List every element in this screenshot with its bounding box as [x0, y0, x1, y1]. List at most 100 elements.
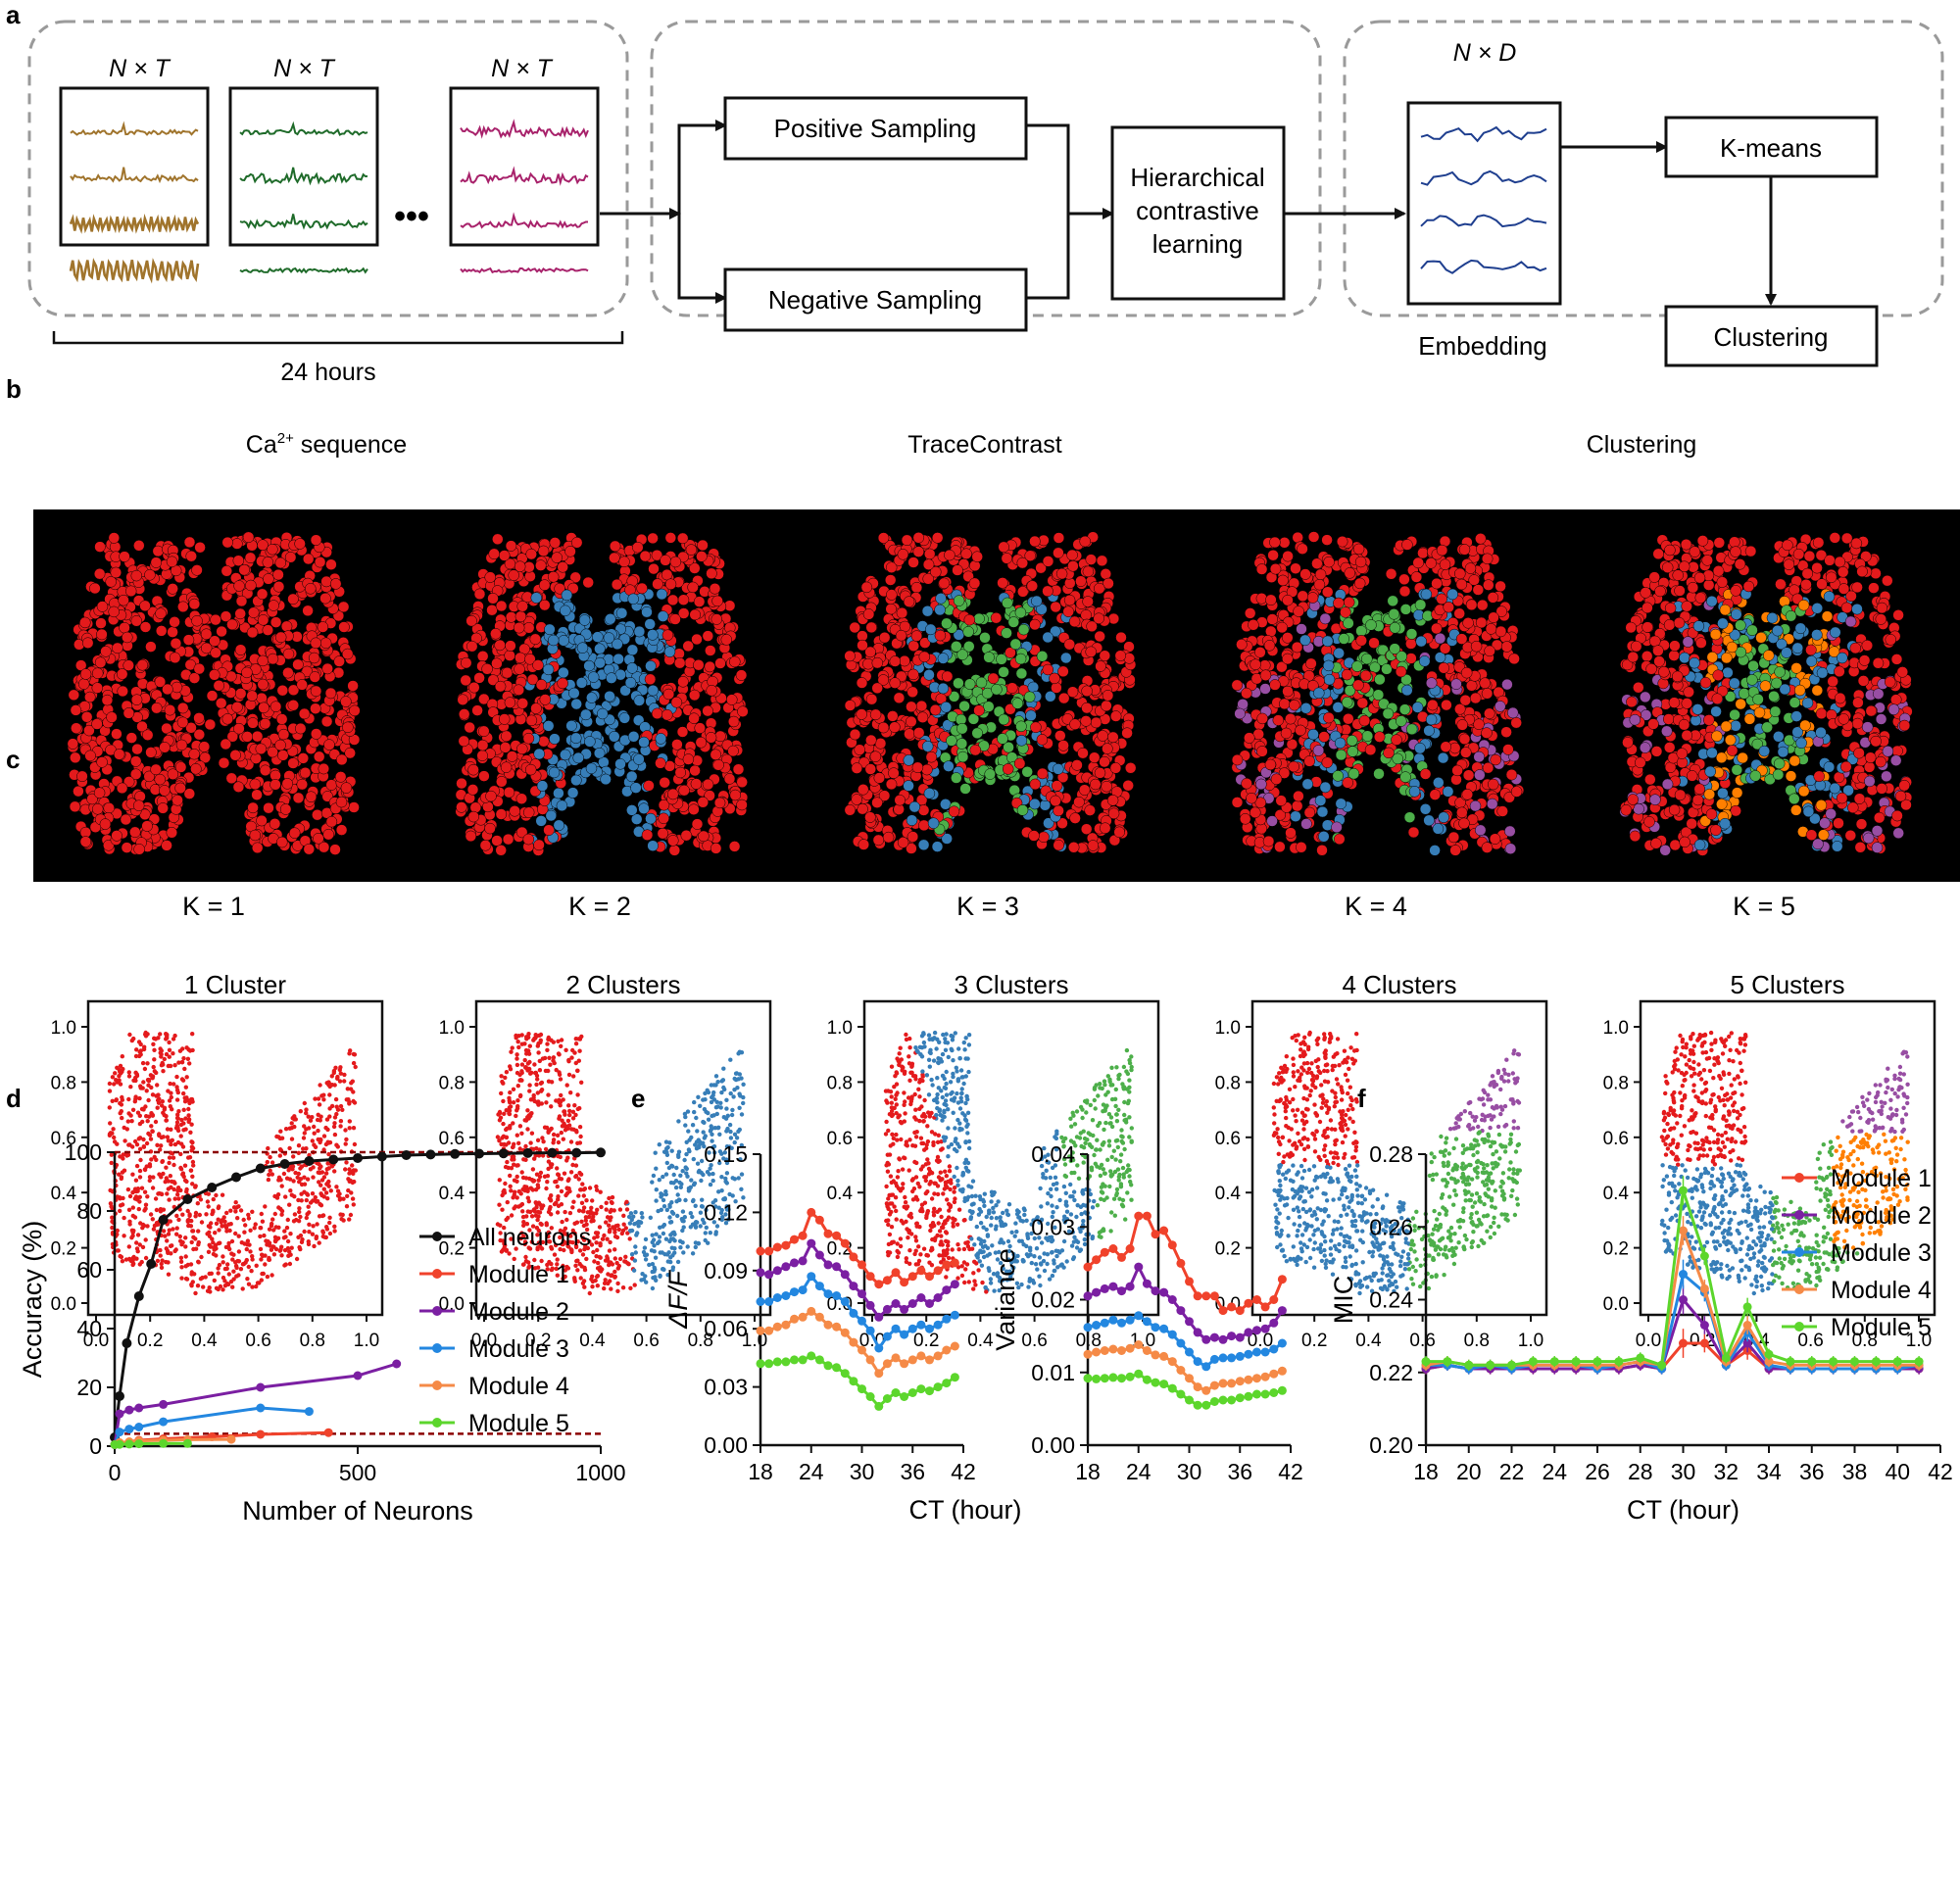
brain-neuron-dot [152, 545, 165, 557]
brain-neuron-dot [251, 730, 264, 743]
brain-neuron-dot [490, 628, 502, 640]
brain-neuron-dot [907, 668, 919, 681]
brain-neuron-dot [1244, 732, 1255, 744]
scatter-point [126, 1096, 131, 1102]
brain-neuron-dot [1063, 594, 1076, 606]
brain-neuron-dot [1640, 587, 1651, 599]
brain-neuron-dot [1755, 632, 1767, 644]
panel-letter-b: b [6, 374, 22, 404]
brain-neuron-dot [317, 621, 329, 633]
brain-neuron-dot [262, 624, 274, 636]
section-label-clustering: Clustering [1587, 431, 1697, 459]
brain-neuron-dot [209, 669, 220, 681]
brain-neuron-dot [869, 708, 882, 721]
brain-neuron-dot [188, 672, 201, 684]
brain-neuron-dot [714, 657, 726, 669]
scatter-point [323, 1190, 329, 1195]
brain-neuron-dot [209, 635, 220, 647]
brain-neuron-dot [1861, 640, 1874, 652]
brain-neuron-dot [1664, 544, 1676, 557]
brain-neuron-dot [1314, 568, 1327, 581]
brain-neuron-dot [476, 739, 489, 751]
brain-neuron-dot [1833, 771, 1845, 784]
brain-neuron-dot [505, 611, 517, 623]
brain-neuron-dot [1639, 742, 1651, 753]
brain-neuron-dot [1853, 747, 1865, 759]
brain-neuron-dot [1716, 799, 1728, 810]
brain-neuron-dot [466, 784, 479, 796]
brain-neuron-dot [884, 574, 897, 586]
brain-neuron-dot [1333, 647, 1345, 659]
brain-neuron-dot [1674, 585, 1686, 597]
brain-neuron-dot [487, 593, 499, 605]
brain-neuron-dot [167, 768, 179, 780]
panel-letter-c: c [6, 745, 20, 774]
brain-neuron-dot [664, 578, 677, 590]
brain-neuron-dot [1891, 809, 1903, 822]
brain-neuron-dot [1458, 733, 1471, 746]
brain-neuron-dot [668, 845, 681, 856]
brain-neuron-dot [141, 729, 154, 741]
brain-neuron-dot [1442, 786, 1454, 798]
brain-neuron-dot [583, 659, 595, 672]
brain-neuron-dot [943, 760, 955, 772]
scatter-point [198, 1197, 204, 1202]
brain-neuron-dot [1007, 616, 1020, 628]
scatter-point [248, 1249, 253, 1254]
scatter-point [327, 1092, 332, 1097]
brain-neuron-dot [910, 630, 923, 642]
brain-neuron-dot [191, 614, 203, 627]
brain-neuron-dot [170, 637, 182, 650]
brain-neuron-dot [204, 718, 217, 731]
brain-neuron-dot [671, 739, 683, 751]
scatter-point [179, 1276, 184, 1281]
brain-neuron-dot [1702, 579, 1715, 591]
brain-neuron-dot [906, 686, 918, 699]
brain-neuron-dot [1487, 592, 1499, 604]
scatter-point [143, 1202, 149, 1207]
brain-neuron-dot [169, 616, 180, 628]
brain-neuron-dot [1036, 767, 1049, 780]
brain-neuron-dot [1712, 669, 1724, 681]
brain-neuron-dot [1305, 657, 1317, 670]
brain-neuron-dot [320, 715, 333, 728]
brain-neuron-dot [1060, 652, 1072, 664]
scatter-point [324, 1117, 330, 1122]
brain-neuron-dot [1427, 699, 1439, 711]
brain-neuron-dot [1014, 606, 1027, 619]
brain-neuron-dot [1788, 793, 1800, 805]
brain-neuron-dot [618, 712, 631, 724]
brain-neuron-dot [1036, 651, 1049, 662]
brain-neuron-dot [466, 640, 478, 653]
brain-neuron-dot [1411, 702, 1424, 713]
brain-neuron-dot [1449, 845, 1461, 856]
brain-neuron-dot [1669, 640, 1681, 652]
brain-neuron-dot [1334, 737, 1347, 750]
brain-neuron-dot [1418, 655, 1431, 667]
brain-neuron-dot [983, 652, 995, 663]
brain-neuron-dot [154, 676, 167, 688]
brain-neuron-dot [662, 629, 674, 641]
brain-neuron-dot [233, 580, 245, 592]
brain-neuron-dot [1015, 720, 1027, 733]
hcl-label-2: contrastive [1136, 196, 1259, 225]
brain-neuron-dot [1303, 806, 1316, 819]
brain-neuron-dot [1082, 596, 1094, 607]
brain-neuron-dot [305, 583, 317, 595]
brain-neuron-dot [190, 763, 202, 775]
clustering-box [1664, 305, 1879, 367]
brain-neuron-dot [586, 692, 598, 703]
brain-neuron-dot [1465, 680, 1478, 692]
brain-neuron-dot [272, 568, 284, 581]
brain-neuron-dot [68, 689, 80, 702]
k-label-2: K = 2 [568, 892, 631, 921]
brain-neuron-dot [1036, 734, 1049, 746]
brain-neuron-dot [1419, 803, 1432, 815]
brain-neuron-dot [234, 607, 246, 620]
brain-neuron-dot [1803, 550, 1816, 562]
brain-neuron-dot [578, 614, 591, 626]
brain-neuron-dot [1099, 755, 1110, 768]
brain-neuron-dot [121, 842, 133, 853]
brain-neuron-dot [547, 634, 560, 647]
brain-neuron-dot [1696, 535, 1709, 547]
